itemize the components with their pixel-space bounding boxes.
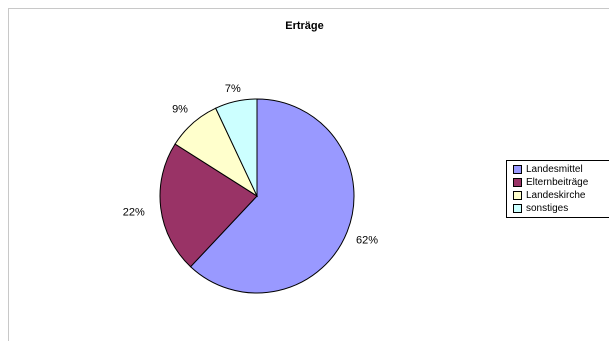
legend-swatch: [513, 191, 522, 200]
slice-label-landesmittel: 62%: [356, 235, 378, 247]
legend-swatch: [513, 178, 522, 187]
slice-label-elternbeitraege: 22%: [123, 207, 145, 219]
slice-label-landeskirche: 9%: [172, 104, 188, 116]
chart-title: Erträge: [285, 20, 324, 32]
legend-label: Landesmittel: [526, 164, 583, 175]
legend-item-landesmittel: Landesmittel: [513, 163, 609, 176]
legend-label: sonstiges: [526, 203, 569, 214]
legend-swatch: [513, 165, 522, 174]
legend-swatch: [513, 204, 522, 213]
legend-label: Landeskirche: [526, 190, 586, 201]
pie-slice-elternbeitraege: [159, 143, 258, 268]
legend-item-elternbeitraege: Elternbeiträge: [513, 176, 609, 189]
pie-slice-landesmittel: [189, 98, 355, 294]
legend-item-sonstiges: sonstiges: [513, 202, 609, 215]
legend: Landesmittel Elternbeiträge Landeskirche…: [506, 160, 609, 218]
legend-item-landeskirche: Landeskirche: [513, 189, 609, 202]
pie-slice-sonstiges: [215, 98, 258, 197]
legend-label: Elternbeiträge: [526, 177, 589, 188]
slice-label-sonstiges: 7%: [225, 83, 241, 95]
